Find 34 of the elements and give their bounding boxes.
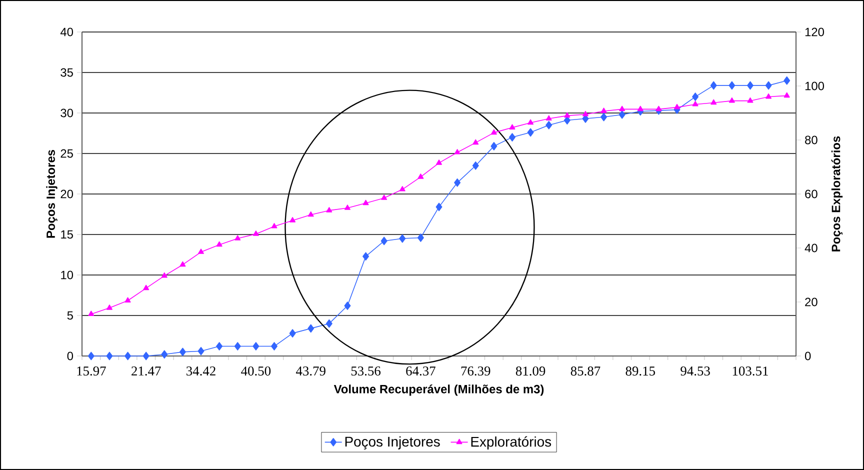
y-tick-label: 25 bbox=[60, 149, 73, 158]
y-tick-label: 0 bbox=[67, 352, 74, 360]
y-tick-label: 35 bbox=[60, 68, 73, 77]
x-tick-label: 89.15 bbox=[626, 366, 655, 376]
x-tick-label: 103.51 bbox=[732, 366, 768, 376]
y2-tick-label: 100 bbox=[805, 82, 824, 90]
y-tick-label: 10 bbox=[61, 270, 74, 280]
y2-tick-label: 40 bbox=[804, 244, 818, 252]
x-tick-label: 15.97 bbox=[77, 366, 106, 376]
y-tick-label: 30 bbox=[60, 108, 74, 118]
x-tick-label: 81.09 bbox=[516, 366, 546, 376]
y-tick-label: 5 bbox=[67, 311, 73, 320]
y-tick-label: 20 bbox=[60, 190, 74, 198]
x-tick-label: 34.42 bbox=[186, 366, 216, 376]
legend-label: Exploratórios bbox=[471, 436, 552, 450]
x-tick-label: 94.53 bbox=[680, 366, 710, 376]
x-tick-label: 43.79 bbox=[296, 366, 326, 376]
y2-tick-label: 0 bbox=[805, 352, 811, 360]
legend-label: Poços Injetores bbox=[345, 436, 440, 450]
x-tick-label: 53.56 bbox=[351, 366, 381, 376]
y-tick-label: 15 bbox=[61, 230, 73, 239]
y2-tick-label: 80 bbox=[805, 136, 818, 144]
y-axis-title: Poços Injetores bbox=[46, 150, 58, 238]
x-tick-label: 64.37 bbox=[406, 366, 436, 376]
x-tick-label: 85.87 bbox=[570, 366, 600, 376]
y2-tick-label: 20 bbox=[805, 298, 818, 306]
y2-tick-label: 120 bbox=[805, 28, 824, 36]
y2-tick-label: 60 bbox=[805, 190, 818, 198]
x-tick-label: 40.50 bbox=[241, 366, 271, 376]
x-tick-label: 76.39 bbox=[461, 366, 490, 376]
y2-axis-title: Poços Exploratórios bbox=[831, 136, 843, 252]
x-tick-label: 21.47 bbox=[132, 366, 161, 376]
y-tick-label: 40 bbox=[60, 28, 74, 36]
x-axis-title: Volume Recuperável (Milhões de m3) bbox=[334, 384, 544, 396]
